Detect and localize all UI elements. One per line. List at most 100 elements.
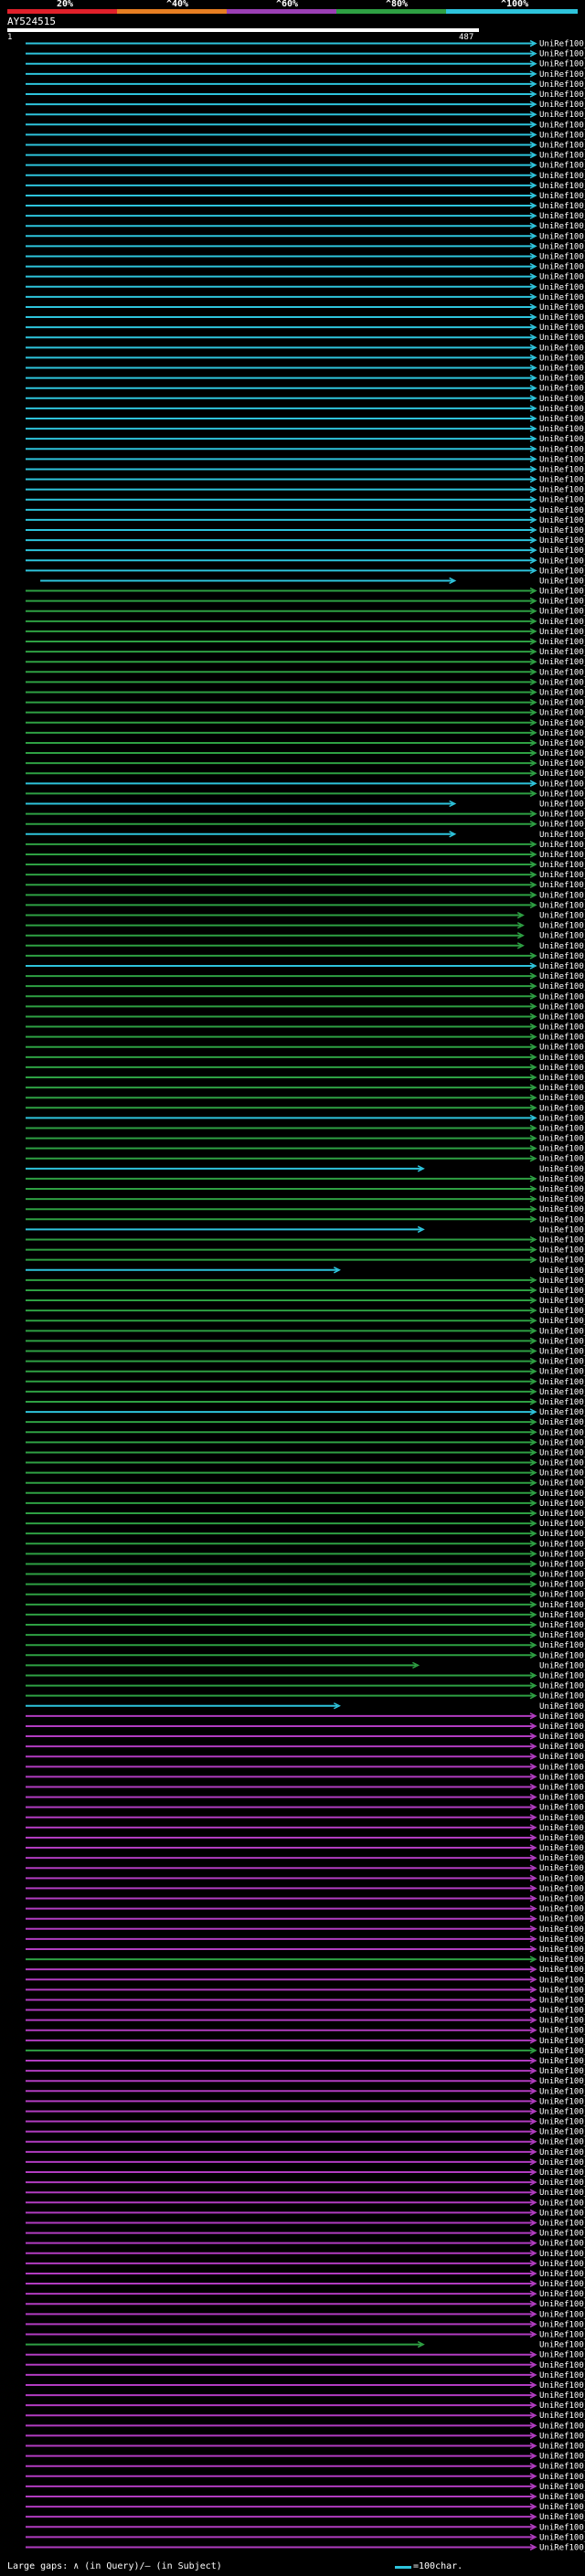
hit-label[interactable]: UniRef100_B1XU08 bbox=[539, 2483, 585, 2492]
hit-label[interactable]: UniRef100_B3VUT5 bbox=[539, 1500, 585, 1509]
hit-label[interactable]: UniRef100_Q13B01 bbox=[539, 1884, 585, 1893]
hit-label[interactable]: UniRef100_A4SYM4 bbox=[539, 1743, 585, 1752]
hit-label[interactable]: UniRef100_B9MWG3 bbox=[539, 546, 585, 556]
hit-label[interactable]: UniRef100_B4FLS8 bbox=[539, 779, 585, 789]
hit-label[interactable]: UniRef100_UP1000... bbox=[539, 861, 585, 870]
hit-label[interactable]: UniRef100_A3B9Z1 bbox=[539, 365, 585, 374]
hit-label[interactable]: UniRef100_Q6VTH2 bbox=[539, 759, 585, 769]
hit-label[interactable]: UniRef100_B6T4L4 bbox=[539, 1388, 585, 1397]
hit-label[interactable]: UniRef100_C5YY03 bbox=[539, 821, 585, 830]
hit-label[interactable]: UniRef100_A4VP64 bbox=[539, 2027, 585, 2036]
hit-label[interactable]: UniRef100_C5YSM9 bbox=[539, 1175, 585, 1184]
hit-label[interactable]: UniRef100_B3VUT1 bbox=[539, 1550, 585, 1559]
hit-label[interactable]: UniRef100_Q1NTR8 bbox=[539, 2219, 585, 2228]
hit-label[interactable]: UniRef100_UP1000... bbox=[539, 263, 585, 272]
hit-label[interactable]: UniRef100_Q4HEQ9 bbox=[539, 425, 585, 434]
hit-label[interactable]: UniRef100_A3QDM8 bbox=[539, 719, 585, 728]
hit-label[interactable]: UniRef100_B9SRA2 bbox=[539, 1661, 585, 1670]
hit-label[interactable]: UniRef100_C7IWL8 bbox=[539, 1692, 585, 1701]
hit-label[interactable]: UniRef100_Q4KMM4 bbox=[539, 2533, 585, 2542]
hit-label[interactable]: UniRef100_A5AVA3 bbox=[539, 212, 585, 221]
hit-label[interactable]: UniRef100_B3VUU4 bbox=[539, 1540, 585, 1549]
hit-label[interactable]: UniRef100_Q07RU7 bbox=[539, 1976, 585, 1985]
hit-label[interactable]: UniRef100_Q3E9N9 bbox=[539, 445, 585, 454]
hit-label[interactable]: UniRef100_A7PQ46 bbox=[539, 202, 585, 211]
hit-label[interactable]: UniRef100_A5AKP6 bbox=[539, 192, 585, 201]
hit-label[interactable]: UniRef100_A1VBS4 bbox=[539, 2443, 585, 2452]
hit-label[interactable]: UniRef100_Q69T10 bbox=[539, 648, 585, 657]
hit-label[interactable]: UniRef100_Q4EZV7 bbox=[539, 1956, 585, 1965]
hit-label[interactable]: UniRef100_B3VUT4 bbox=[539, 1489, 585, 1499]
hit-label[interactable]: UniRef100_Q9FF91 bbox=[539, 1733, 585, 1742]
hit-label[interactable]: UniRef100_B5AGT4 bbox=[539, 1651, 585, 1660]
hit-label[interactable]: UniRef100_B2JTK8 bbox=[539, 2270, 585, 2279]
hit-label[interactable]: UniRef100_B3VUT2 bbox=[539, 1510, 585, 1519]
hit-label[interactable]: UniRef100_Q76FR9 bbox=[539, 506, 585, 515]
hit-label[interactable]: UniRef100_Q7X1E0 bbox=[539, 2391, 585, 2401]
hit-label[interactable]: UniRef100_C5V2Q8 bbox=[539, 1966, 585, 1975]
hit-label[interactable]: UniRef100_B3VUS3 bbox=[539, 1581, 585, 1590]
hit-label[interactable]: UniRef100_B3IP14 bbox=[539, 1723, 585, 1732]
hit-label[interactable]: UniRef100_Q0DDL9 bbox=[539, 1012, 585, 1022]
hit-label[interactable]: UniRef100_UP1000... bbox=[539, 131, 585, 140]
hit-label[interactable]: UniRef100_A2WQZ5 bbox=[539, 1124, 585, 1133]
hit-label[interactable]: UniRef100_Q4HME4 bbox=[539, 688, 585, 697]
hit-label[interactable]: UniRef100_Q76FR7 bbox=[539, 557, 585, 566]
hit-label[interactable]: UniRef100_A2YHP7 bbox=[539, 901, 585, 910]
hit-label[interactable]: UniRef100_Q8LHH7 bbox=[539, 50, 585, 59]
hit-label[interactable]: UniRef100_B2U976 bbox=[539, 1945, 585, 1955]
hit-label[interactable]: UniRef100_A7PQ57 bbox=[539, 293, 585, 302]
hit-label[interactable]: UniRef100_B3VUT3 bbox=[539, 1520, 585, 1529]
hit-label[interactable]: UniRef100_A6JB00 bbox=[539, 1327, 585, 1336]
hit-label[interactable]: UniRef100_Q8X1Z0 bbox=[539, 769, 585, 779]
hit-label[interactable]: UniRef100_B2T8X9 bbox=[539, 2199, 585, 2208]
hit-label[interactable]: UniRef100_A5BY59 bbox=[539, 334, 585, 343]
hit-label[interactable]: UniRef100_Q4HMD7 bbox=[539, 1358, 585, 1367]
hit-label[interactable]: UniRef100_A2WF69 bbox=[539, 1408, 585, 1417]
hit-label[interactable]: UniRef100_Q9FEW9 bbox=[539, 1277, 585, 1286]
hit-label[interactable]: UniRef100_A5B1D1 bbox=[539, 121, 585, 130]
hit-label[interactable]: UniRef100_A2ZBV2 bbox=[539, 1337, 585, 1346]
hit-label[interactable]: UniRef100_B3VUS2 bbox=[539, 1479, 585, 1489]
hit-label[interactable]: UniRef100_C6TDM6 bbox=[539, 313, 585, 323]
hit-label[interactable]: UniRef100_Q3LVR2 bbox=[539, 962, 585, 971]
hit-label[interactable]: UniRef100_Q9SSP5 bbox=[539, 638, 585, 647]
hit-label[interactable]: UniRef100_Q0G8T2 bbox=[539, 1895, 585, 1904]
hit-label[interactable]: UniRef100_C5Z6J2 bbox=[539, 1054, 585, 1063]
hit-label[interactable]: UniRef100_B5W0U9 bbox=[539, 1398, 585, 1407]
hit-label[interactable]: UniRef100_A5BCJ2 bbox=[539, 395, 585, 404]
hit-label[interactable]: UniRef100_B9FFD2 bbox=[539, 2148, 585, 2157]
hit-label[interactable]: UniRef100_B9RSY3 bbox=[539, 1448, 585, 1458]
hit-label[interactable]: UniRef100_A3S103 bbox=[539, 2422, 585, 2431]
hit-label[interactable]: UniRef100_C5X2X0 bbox=[539, 972, 585, 981]
hit-label[interactable]: UniRef100_C4LFL2 bbox=[539, 2513, 585, 2522]
hit-label[interactable]: UniRef100_B8A1D8 bbox=[539, 1378, 585, 1387]
hit-label[interactable]: UniRef100_Q0DCC2 bbox=[539, 922, 585, 931]
hit-label[interactable]: UniRef100_Q84QK0 bbox=[539, 739, 585, 748]
hit-label[interactable]: UniRef100_B9Z848 bbox=[539, 2128, 585, 2137]
hit-label[interactable]: UniRef100_A7IBJ5 bbox=[539, 2250, 585, 2259]
hit-label[interactable]: UniRef100_A9FE24 bbox=[539, 2007, 585, 2016]
hit-label[interactable]: UniRef100_B3VUS6 bbox=[539, 1560, 585, 1569]
hit-label[interactable]: UniRef100_A3SYH1 bbox=[539, 2260, 585, 2269]
hit-label[interactable]: UniRef100_Q8LEL2 bbox=[539, 1702, 585, 1712]
hit-label[interactable]: UniRef100_B9EWT1 bbox=[539, 1205, 585, 1214]
hit-label[interactable]: UniRef100_Q4HMD9 bbox=[539, 952, 585, 961]
hit-label[interactable]: UniRef100_A5AVA2 bbox=[539, 162, 585, 171]
hit-label[interactable]: UniRef100_A9TQV0 bbox=[539, 1094, 585, 1103]
hit-label[interactable]: UniRef100_A9E9E5 bbox=[539, 2432, 585, 2441]
hit-label[interactable]: UniRef100_Q4FP74 bbox=[539, 2280, 585, 2289]
hit-label[interactable]: UniRef100_B0T976 bbox=[539, 2209, 585, 2218]
hit-label[interactable]: UniRef100_Q0GZ59 bbox=[539, 1235, 585, 1245]
hit-label[interactable]: UniRef100_A7PQ54 bbox=[539, 323, 585, 333]
hit-label[interactable]: UniRef100_B7FI39 bbox=[539, 232, 585, 241]
hit-label[interactable]: UniRef100_B9MWG4 bbox=[539, 405, 585, 414]
hit-label[interactable]: UniRef100_Q8Y0A2 bbox=[539, 2463, 585, 2472]
hit-label[interactable]: UniRef100_Q4HMD8 bbox=[539, 1348, 585, 1357]
hit-label[interactable]: UniRef100_Q21SK6 bbox=[539, 2473, 585, 2482]
hit-label[interactable]: UniRef100_A5E5D0 bbox=[539, 1794, 585, 1803]
hit-label[interactable]: UniRef100_Q6KT99 bbox=[539, 1002, 585, 1012]
hit-label[interactable]: UniRef100_A7QPC9 bbox=[539, 385, 585, 394]
hit-label[interactable]: UniRef100_B3VUS4 bbox=[539, 1571, 585, 1580]
hit-label[interactable]: UniRef100_B9SES7 bbox=[539, 1601, 585, 1610]
